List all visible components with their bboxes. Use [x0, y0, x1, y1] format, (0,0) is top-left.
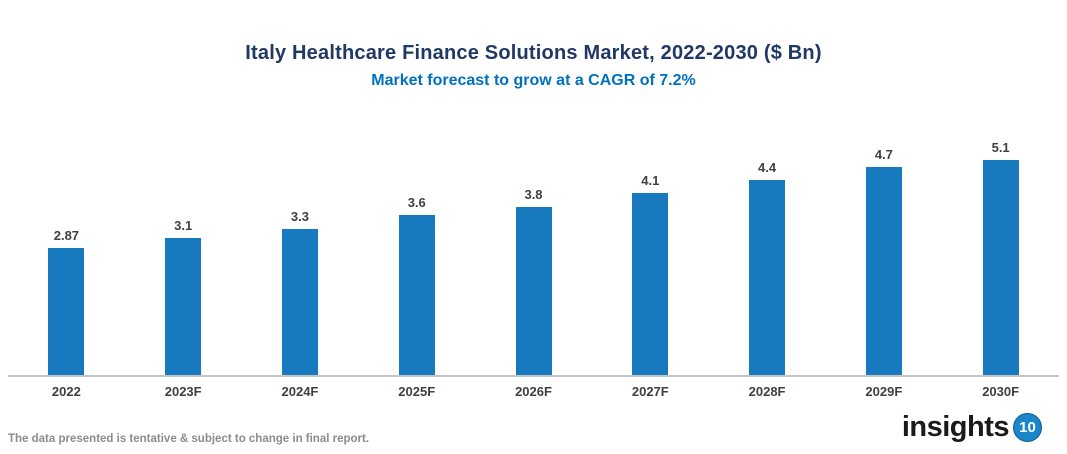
chart-subtitle: Market forecast to grow at a CAGR of 7.2…: [371, 72, 696, 89]
disclaimer-text: The data presented is tentative & subjec…: [8, 433, 370, 445]
bar: [398, 215, 435, 375]
x-axis-label: 2030F: [982, 384, 1020, 399]
bar-value-label: 4.1: [641, 173, 660, 188]
bar-column: 4.7: [825, 140, 942, 375]
x-axis-label: 2029F: [865, 384, 903, 399]
bar: [281, 229, 318, 375]
bar: [865, 167, 902, 375]
bar-column: 4.4: [709, 140, 826, 375]
bar-value-label: 5.1: [991, 140, 1010, 155]
bar-value-label: 4.7: [874, 147, 893, 162]
bar-column: 2.87: [8, 140, 125, 375]
x-axis-line: [8, 375, 1059, 377]
x-axis-label: 2025F: [398, 384, 436, 399]
insights10-logo: insights 10: [902, 413, 1042, 442]
x-axis-label: 2023F: [164, 384, 202, 399]
x-axis-label: 2027F: [631, 384, 669, 399]
bar-value-label: 4.4: [758, 160, 777, 175]
bar: [165, 238, 202, 375]
bar-column: 4.1: [592, 140, 709, 375]
bar-column: 3.1: [125, 140, 242, 375]
bar-value-label: 3.6: [407, 195, 426, 210]
x-axis-label: 2022: [51, 384, 81, 399]
bar: [982, 160, 1019, 375]
bar-value-label: 3.3: [290, 209, 309, 224]
chart-title: Italy Healthcare Finance Solutions Marke…: [245, 42, 822, 64]
logo-badge-10-icon: 10: [1013, 413, 1042, 442]
bar-value-label: 3.1: [174, 218, 193, 233]
x-axis-label: 2024F: [281, 384, 319, 399]
logo-wordmark: insights: [901, 411, 1010, 443]
bar-value-label: 2.87: [53, 228, 80, 243]
bar-column: 3.6: [358, 140, 475, 375]
bar-value-label: 3.8: [524, 187, 543, 202]
bar: [515, 207, 552, 375]
bar-column: 3.3: [242, 140, 359, 375]
x-axis-label: 2026F: [515, 384, 552, 399]
plot-area: 2.87 3.1 3.3 3.6 3.8 4.1 4.4 4.7 5.1: [8, 140, 1059, 375]
chart-header: Italy Healthcare Finance Solutions Marke…: [0, 42, 1067, 90]
bar: [749, 180, 786, 375]
x-axis-label: 2028F: [748, 384, 786, 399]
bar-column: 3.8: [475, 140, 592, 375]
bar: [48, 248, 85, 375]
x-axis-labels: 2022 2023F 2024F 2025F 2026F 2027F 2028F 2029F 2…: [8, 384, 1059, 399]
bar-chart: 2.87 3.1 3.3 3.6 3.8 4.1 4.4 4.7 5.1 2022 2023F 20…: [8, 140, 1059, 399]
bar: [632, 193, 669, 375]
bar-column: 5.1: [942, 140, 1059, 375]
